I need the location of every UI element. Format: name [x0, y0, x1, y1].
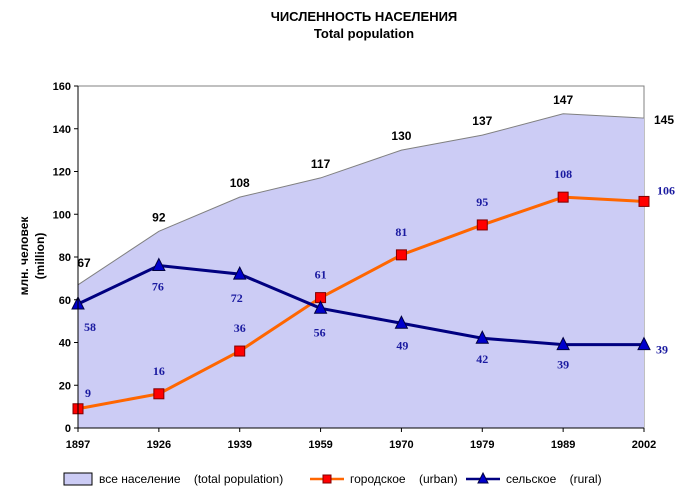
legend-label-rural: сельское (rural) [506, 472, 602, 486]
y-tick-label: 20 [59, 380, 71, 392]
data-label-rural: 76 [152, 280, 164, 294]
marker-rural [313, 300, 328, 314]
marker-rural [152, 257, 166, 272]
marker-rural [475, 330, 490, 344]
y-axis-label: млн. человек (million) [17, 216, 47, 296]
x-tick-label: 1897 [66, 439, 90, 451]
marker-urban [638, 195, 650, 207]
data-label-urban: 36 [234, 321, 246, 335]
chart-title: ЧИСЛЕННОСТЬ НАСЕЛЕНИЯ [271, 9, 458, 24]
y-axis-label-ru: млн. человек [17, 216, 31, 296]
legend-label-total: все население (total population) [99, 472, 283, 486]
line-total-population [77, 113, 645, 286]
marker-urban [234, 345, 246, 357]
x-tick-label: 1970 [389, 439, 413, 451]
data-label-total: 145 [654, 113, 674, 127]
data-label-total: 147 [553, 93, 573, 107]
series-layer: 67 92 108 117 130 137 147 145 9 16 36 61 81 95 108 106 5… [71, 93, 675, 428]
marker-urban [395, 249, 407, 261]
marker-rural [637, 336, 651, 351]
area-total-population [78, 113, 644, 428]
y-axis-label-en: (million) [33, 233, 47, 280]
data-label-total: 130 [391, 129, 411, 143]
data-label-urban: 9 [85, 386, 91, 400]
data-label-urban: 61 [315, 268, 327, 282]
marker-urban [476, 219, 488, 231]
line-urban [77, 195, 645, 411]
marker-urban [153, 388, 165, 400]
marker-urban [557, 191, 569, 203]
x-tick-label: 1939 [227, 439, 251, 451]
marker-rural [232, 265, 247, 280]
y-tick-label: 40 [59, 338, 71, 350]
data-label-rural: 39 [557, 358, 569, 372]
data-label-rural: 49 [396, 338, 408, 352]
data-label-rural: 72 [231, 291, 243, 305]
data-label-rural: 58 [84, 320, 96, 334]
data-label-urban: 108 [554, 167, 572, 181]
chart-subtitle: Total population [314, 26, 414, 41]
legend-marker-rural [477, 471, 489, 484]
x-tick-label: 1979 [470, 439, 494, 451]
legend-label-urban: городское (urban) [350, 472, 458, 486]
x-tick-label: 2002 [632, 439, 656, 451]
data-label-total: 92 [152, 210, 166, 224]
y-tick-label: 160 [53, 81, 71, 93]
data-label-rural: 42 [476, 352, 488, 366]
marker-rural [556, 336, 570, 351]
x-tick-label: 1926 [147, 439, 171, 451]
line-rural [77, 264, 644, 347]
y-tick-label: 0 [65, 423, 71, 435]
marker-rural [394, 315, 409, 329]
data-label-urban: 95 [476, 195, 488, 209]
legend-marker-urban [322, 474, 332, 484]
data-label-urban: 81 [395, 225, 407, 239]
data-label-total: 67 [77, 256, 91, 270]
data-label-rural: 39 [656, 343, 668, 357]
axis-ticks: 0 20 40 60 80 100 120 140 160 1897 1926 1939 1959 197… [53, 81, 657, 451]
legend-swatch-total [63, 472, 93, 486]
y-tick-label: 60 [59, 295, 71, 307]
y-tick-label: 80 [59, 252, 71, 264]
data-label-total: 108 [230, 176, 250, 190]
x-tick-label: 1989 [551, 439, 575, 451]
data-label-total: 137 [472, 114, 492, 128]
y-tick-label: 100 [53, 209, 71, 221]
data-label-urban: 16 [153, 364, 165, 378]
x-tick-label: 1959 [308, 439, 332, 451]
y-tick-label: 120 [53, 167, 71, 179]
data-label-rural: 56 [314, 325, 326, 339]
legend: все население (total population) городск… [63, 471, 602, 486]
y-tick-label: 140 [53, 124, 71, 136]
data-label-total: 117 [311, 157, 331, 171]
data-label-urban: 106 [657, 183, 675, 197]
